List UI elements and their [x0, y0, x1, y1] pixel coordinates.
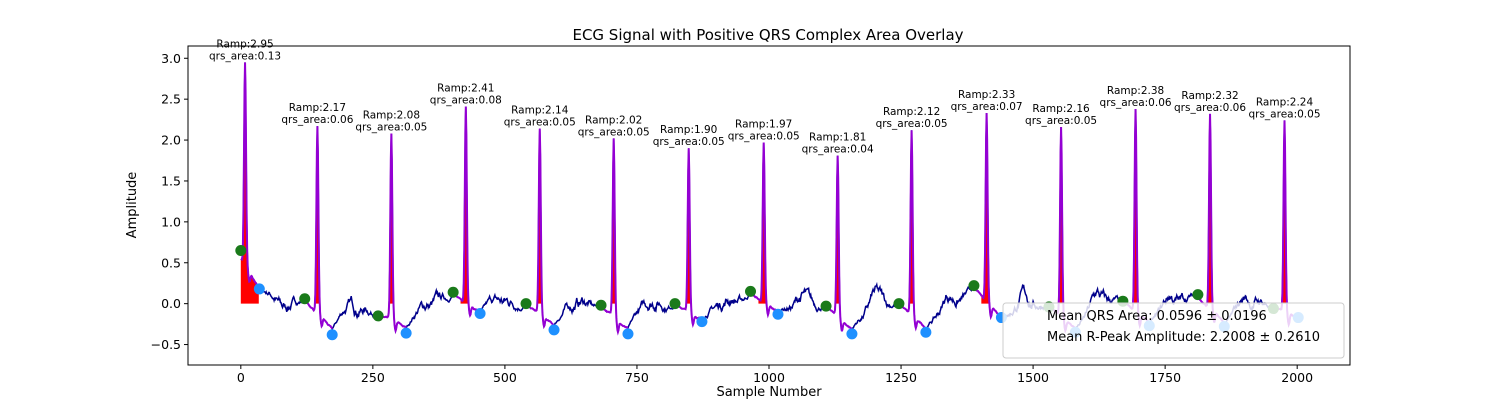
qrs-onset-marker: [745, 285, 757, 297]
qrs-area-label: qrs_area:0.05: [728, 131, 800, 143]
x-tick-label: 1000: [753, 370, 785, 385]
r-peak-amplitude-label: Ramp:2.32: [1181, 90, 1238, 102]
qrs-area-label: qrs_area:0.08: [430, 95, 502, 107]
qrs-area-label: qrs_area:0.05: [1248, 108, 1320, 120]
r-peak-amplitude-label: Ramp:2.38: [1107, 85, 1164, 97]
qrs-area-label: qrs_area:0.06: [281, 114, 353, 126]
r-peak-amplitude-label: Ramp:2.02: [585, 114, 642, 126]
qrs-segment-line: [525, 128, 555, 330]
qrs-onset-marker: [820, 300, 832, 312]
qrs-offset-marker: [920, 326, 932, 338]
qrs-area-label: qrs_area:0.05: [578, 126, 650, 138]
qrs-onset-marker: [447, 286, 459, 298]
plot-area: [235, 62, 1304, 341]
qrs-segment-line: [240, 62, 261, 291]
r-peak-amplitude-label: Ramp:2.14: [511, 105, 569, 117]
chart-title: ECG Signal with Positive QRS Complex Are…: [572, 26, 963, 44]
x-tick-label: 1250: [885, 370, 917, 385]
qrs-offset-marker: [846, 328, 858, 340]
x-axis: 0 250 500 750 1000 1250 1500 1750 2000: [237, 365, 1313, 385]
x-tick-label: 750: [625, 370, 649, 385]
qrs-offset-marker: [548, 324, 560, 336]
qrs-onset-marker: [520, 298, 532, 310]
r-peak-amplitude-label: Ramp:2.95: [216, 38, 273, 50]
qrs-onset-marker: [235, 244, 247, 256]
y-axis-label: Amplitude: [125, 172, 140, 239]
r-peak-amplitude-label: Ramp:2.16: [1032, 103, 1090, 115]
y-axis: −0.5 0.0 0.5 1.0 1.5 2.0 2.5 3.0: [151, 51, 188, 352]
qrs-onset-marker: [372, 310, 384, 322]
qrs-segment-line: [674, 148, 703, 329]
legend-entry-r-peak-amplitude: Mean R-Peak Amplitude: 2.2008 ± 0.2610: [1047, 330, 1320, 345]
r-peak-amplitude-label: Ramp:1.81: [809, 132, 866, 144]
y-tick-label: 1.5: [161, 173, 181, 188]
qrs-segment-line: [303, 126, 334, 330]
qrs-offset-marker: [772, 308, 784, 320]
qrs-area-label: qrs_area:0.13: [209, 50, 281, 62]
x-tick-label: 1500: [1017, 370, 1049, 385]
x-tick-label: 250: [361, 370, 385, 385]
r-peak-amplitude-label: Ramp:1.97: [735, 119, 792, 131]
qrs-segment-line: [750, 142, 779, 319]
qrs-segment-line: [600, 138, 629, 336]
qrs-offset-marker: [474, 307, 486, 319]
qrs-area-label: qrs_area:0.05: [876, 118, 948, 130]
qrs-onset-marker: [595, 299, 607, 311]
qrs-offset-marker: [326, 329, 338, 341]
legend-box: [1002, 302, 1345, 359]
r-peak-amplitude-label: Ramp:2.24: [1256, 96, 1314, 108]
qrs-area-label: qrs_area:0.06: [1174, 102, 1246, 114]
qrs-segment-line: [452, 106, 481, 318]
x-tick-label: 1750: [1149, 370, 1181, 385]
qrs-area-label: qrs_area:0.05: [1025, 115, 1097, 127]
legend-entry-qrs-area: Mean QRS Area: 0.0596 ± 0.0196: [1047, 309, 1267, 324]
legend: Mean QRS Area: 0.0596 ± 0.0196 Mean R-Pe…: [1002, 302, 1345, 359]
qrs-segment-line: [825, 155, 853, 332]
qrs-area-label: qrs_area:0.05: [355, 122, 427, 134]
qrs-offset-marker: [622, 328, 634, 340]
y-tick-label: 3.0: [161, 51, 181, 66]
x-tick-label: 0: [237, 370, 245, 385]
y-tick-label: 0.5: [161, 255, 181, 270]
qrs-onset-marker: [669, 298, 681, 310]
annotation-layer: Ramp:2.95qrs_area:0.13Ramp:2.17qrs_area:…: [209, 38, 1321, 155]
y-tick-label: 0.0: [161, 296, 181, 311]
x-tick-label: 2000: [1281, 370, 1313, 385]
qrs-segment-line: [898, 130, 927, 332]
x-axis-label: Sample Number: [716, 385, 822, 400]
qrs-onset-marker: [1192, 289, 1204, 301]
qrs-area-label: qrs_area:0.07: [951, 101, 1023, 113]
qrs-onset-marker: [968, 280, 980, 292]
y-tick-label: 2.5: [161, 92, 181, 107]
y-tick-label: −0.5: [151, 337, 181, 352]
y-tick-label: 2.0: [161, 133, 181, 148]
qrs-onset-marker: [893, 298, 905, 310]
r-peak-amplitude-label: Ramp:2.17: [289, 102, 346, 114]
qrs-area-label: qrs_area:0.04: [802, 144, 874, 156]
r-peak-amplitude-label: Ramp:2.08: [363, 110, 420, 122]
qrs-area-label: qrs_area:0.06: [1100, 97, 1172, 109]
r-peak-amplitude-label: Ramp:1.90: [660, 124, 717, 136]
qrs-onset-marker: [299, 293, 311, 305]
qrs-area-label: qrs_area:0.05: [504, 117, 576, 129]
qrs-offset-marker: [696, 316, 708, 328]
y-tick-label: 1.0: [161, 214, 181, 229]
x-tick-label: 500: [493, 370, 517, 385]
qrs-segment-line: [973, 113, 1003, 321]
r-peak-amplitude-label: Ramp:2.33: [958, 89, 1015, 101]
r-peak-amplitude-label: Ramp:2.41: [437, 83, 494, 95]
qrs-offset-marker: [253, 283, 265, 295]
qrs-offset-marker: [400, 327, 412, 339]
qrs-area-label: qrs_area:0.05: [653, 136, 725, 148]
r-peak-amplitude-label: Ramp:2.12: [883, 106, 940, 118]
